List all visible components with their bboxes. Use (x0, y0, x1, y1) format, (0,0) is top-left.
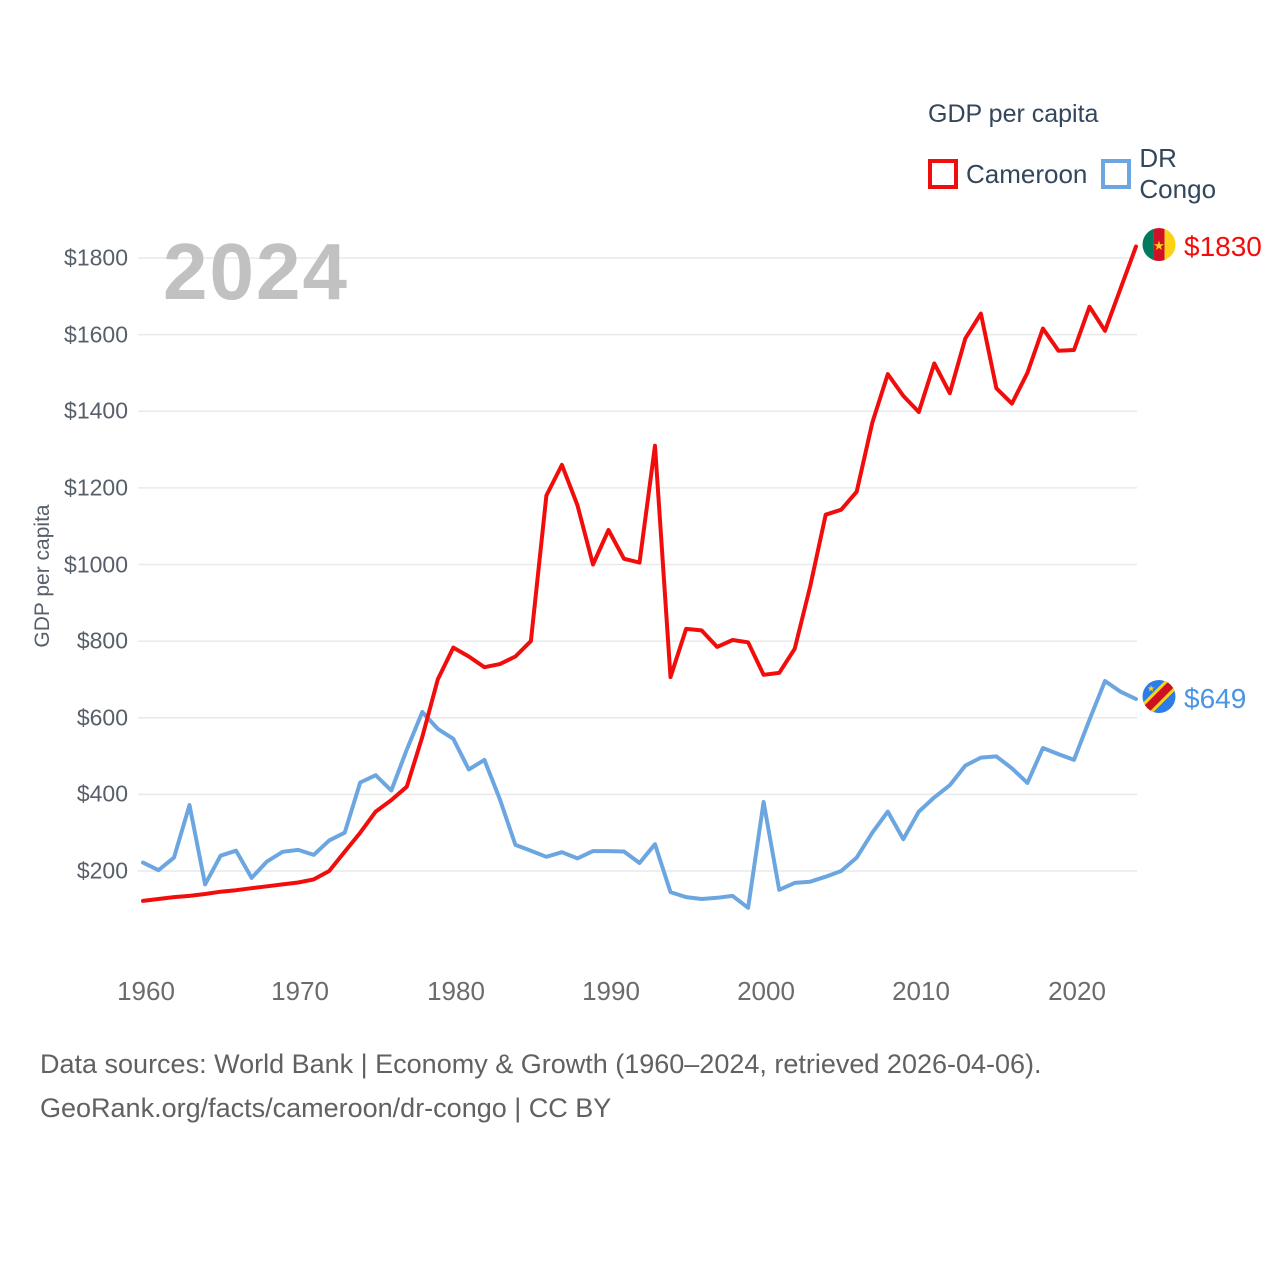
legend: GDP per capita Cameroon DR Congo (928, 100, 1258, 205)
dr-congo-swatch-icon (1101, 159, 1132, 189)
x-tick: 1970 (271, 976, 329, 1006)
y-tick: $200 (76, 857, 128, 884)
legend-title: GDP per capita (928, 100, 1099, 128)
y-tick: $600 (76, 704, 128, 731)
x-tick: 1960 (117, 976, 175, 1006)
y-tick: $1200 (64, 474, 128, 501)
x-tick: 2000 (737, 976, 795, 1006)
y-tick: $1400 (64, 397, 128, 424)
y-tick: $1000 (64, 551, 128, 578)
cameroon-value-label: $1830 (1184, 231, 1262, 262)
svg-text:★: ★ (1147, 684, 1155, 694)
gridlines (138, 257, 1137, 872)
cameroon-line (141, 244, 1138, 903)
y-tick: $1600 (64, 321, 128, 348)
watermark-year: 2024 (163, 227, 349, 316)
legend-item-dr-congo: DR Congo (1101, 143, 1258, 205)
x-tick: 2010 (892, 976, 950, 1006)
dr-congo-line (141, 679, 1138, 910)
cameroon-flag-icon: ★ (1139, 225, 1179, 270)
x-tick: 2020 (1048, 976, 1106, 1006)
y-tick: $1800 (64, 244, 128, 271)
x-tick: 1990 (582, 976, 640, 1006)
cameroon-swatch-icon (928, 159, 958, 189)
y-tick: $800 (76, 627, 128, 654)
x-tick: 1980 (427, 976, 485, 1006)
svg-text:★: ★ (1153, 238, 1165, 253)
footer-attribution-line: GeoRank.org/facts/cameroon/dr-congo | CC… (40, 1093, 612, 1123)
legend-label-dr-congo: DR Congo (1139, 143, 1217, 204)
legend-label-cameroon: Cameroon (966, 158, 1088, 189)
dr-congo-flag-icon: ★ (1139, 677, 1179, 722)
dr-congo-value-label: $649 (1184, 683, 1247, 714)
footer: Data sources: World Bank | Economy & Gro… (40, 1042, 1042, 1130)
footer-sources-line: Data sources: World Bank | Economy & Gro… (40, 1049, 1042, 1079)
y-tick: $400 (76, 780, 128, 807)
legend-item-cameroon: Cameroon (928, 159, 1087, 190)
